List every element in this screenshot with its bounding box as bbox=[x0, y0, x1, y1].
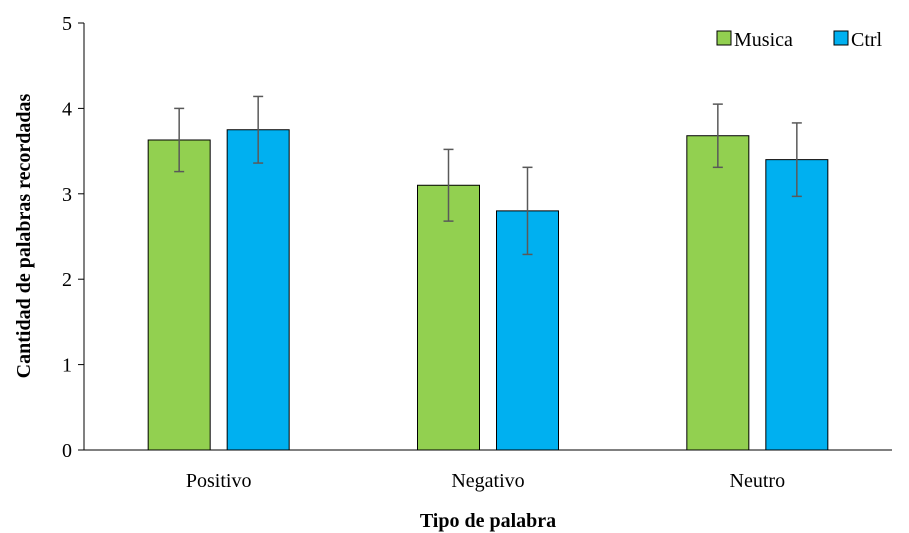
y-ticks: 0 1 2 3 4 5 bbox=[62, 13, 84, 462]
x-axis-title: Tipo de palabra bbox=[420, 510, 556, 532]
y-tick-label: 0 bbox=[62, 440, 72, 462]
y-axis: 0 1 2 3 4 5 bbox=[62, 13, 85, 462]
bar-musica-positivo bbox=[147, 139, 211, 451]
bars bbox=[147, 129, 829, 451]
legend-label-ctrl: Ctrl bbox=[851, 29, 883, 51]
bar-musica-negativo bbox=[417, 184, 480, 451]
y-axis-title: Cantidad de palabras recordadas bbox=[13, 93, 35, 378]
legend-label-musica: Musica bbox=[734, 29, 793, 51]
legend-swatch-ctrl bbox=[833, 30, 849, 46]
error-bar-musica-negativo bbox=[443, 148, 454, 222]
error-bar-ctrl-negativo bbox=[522, 166, 533, 256]
x-labels: Positivo Negativo Neutro bbox=[186, 470, 785, 492]
error-bar-musica-neutro bbox=[712, 103, 723, 169]
bar-musica-neutro bbox=[686, 135, 750, 451]
error-bar-musica-positivo bbox=[174, 107, 185, 173]
legend-swatch-musica bbox=[716, 30, 732, 46]
x-tick-label-positivo: Positivo bbox=[186, 470, 252, 492]
x-tick-label-neutro: Neutro bbox=[730, 470, 786, 492]
x-axis: Positivo Negativo Neutro bbox=[84, 449, 892, 492]
y-tick-label: 3 bbox=[62, 184, 72, 206]
legend: Musica Ctrl bbox=[716, 29, 883, 51]
bar-ctrl-neutro bbox=[765, 159, 829, 451]
error-bar-ctrl-positivo bbox=[253, 95, 264, 164]
y-tick-label: 4 bbox=[62, 98, 72, 120]
error-bar-ctrl-neutro bbox=[791, 122, 802, 198]
y-tick-label: 1 bbox=[62, 355, 72, 377]
x-tick-label-negativo: Negativo bbox=[451, 470, 524, 492]
y-tick-label: 2 bbox=[62, 269, 72, 291]
y-tick-label: 5 bbox=[62, 13, 72, 35]
bar-ctrl-positivo bbox=[226, 129, 290, 451]
error-bars bbox=[174, 95, 802, 256]
